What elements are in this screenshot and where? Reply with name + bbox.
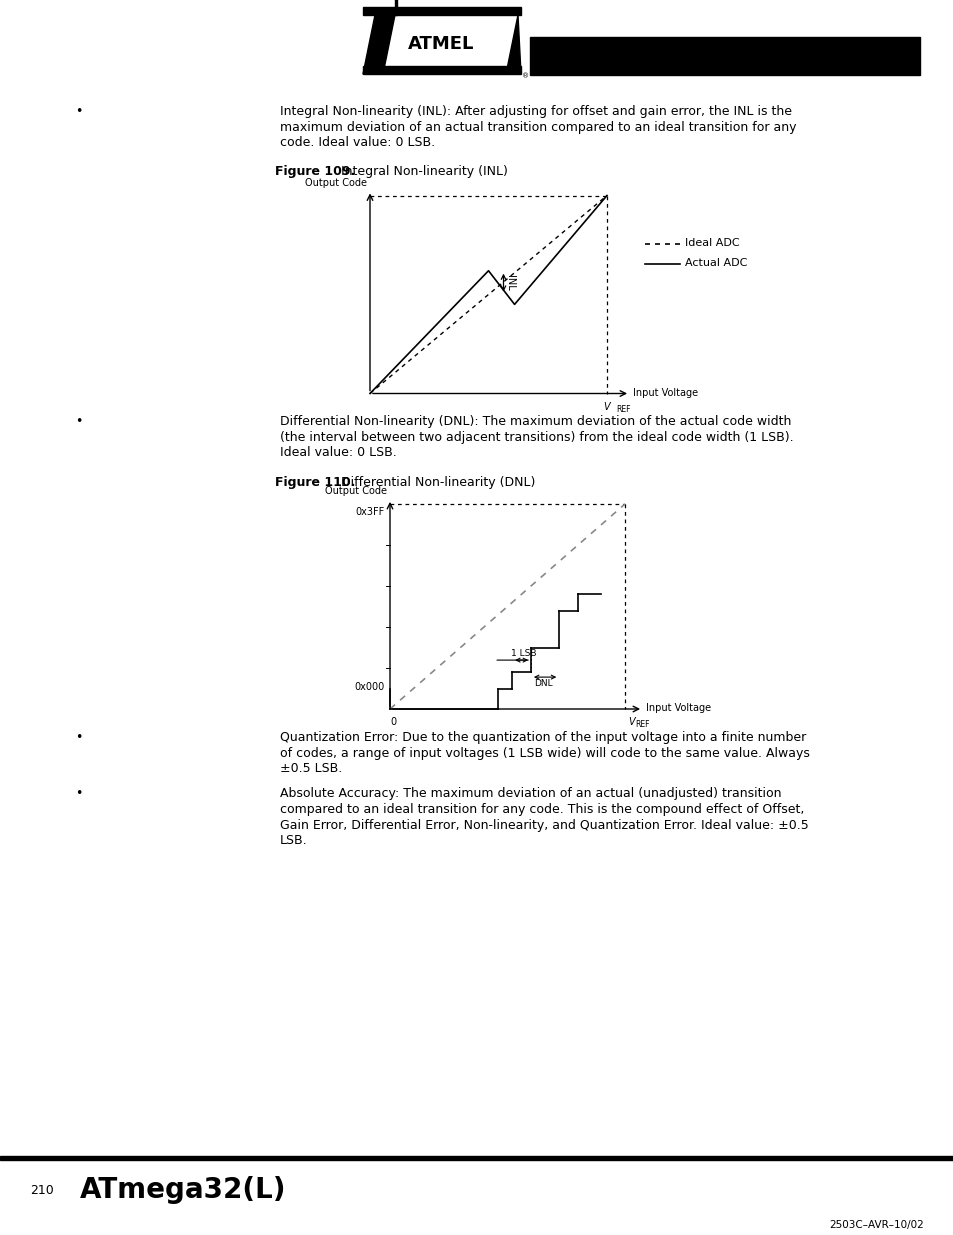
Text: compared to an ideal transition for any code. This is the compound effect of Off: compared to an ideal transition for any … [280, 803, 803, 816]
Text: 0x3FF: 0x3FF [355, 508, 385, 517]
Text: ®: ® [521, 73, 529, 79]
Text: •: • [75, 415, 82, 429]
Text: Quantization Error: Due to the quantization of the input voltage into a finite n: Quantization Error: Due to the quantizat… [280, 731, 805, 743]
Bar [363, 65, 520, 74]
Text: Ideal value: 0 LSB.: Ideal value: 0 LSB. [280, 447, 396, 459]
Text: REF: REF [616, 405, 630, 414]
Text: ATmega32(L): ATmega32(L) [80, 1176, 286, 1204]
Text: V: V [602, 401, 609, 411]
Text: 0: 0 [390, 718, 395, 727]
Text: Differential Non-linearity (DNL): Differential Non-linearity (DNL) [333, 475, 535, 489]
Text: LSB.: LSB. [280, 834, 307, 847]
Text: ATMEL: ATMEL [407, 35, 474, 53]
Text: Absolute Accuracy: The maximum deviation of an actual (unadjusted) transition: Absolute Accuracy: The maximum deviation… [280, 788, 781, 800]
Text: Input Voltage: Input Voltage [633, 388, 698, 398]
Text: REF: REF [635, 720, 649, 729]
Text: maximum deviation of an actual transition compared to an ideal transition for an: maximum deviation of an actual transitio… [280, 121, 796, 133]
Bar [363, 7, 520, 15]
Bar [395, 0, 396, 15]
Text: 0x000: 0x000 [355, 682, 385, 692]
Text: Gain Error, Differential Error, Non-linearity, and Quantization Error. Ideal val: Gain Error, Differential Error, Non-line… [280, 819, 808, 831]
Text: ±0.5 LSB.: ±0.5 LSB. [280, 762, 342, 776]
Text: V: V [627, 718, 634, 727]
Text: code. Ideal value: 0 LSB.: code. Ideal value: 0 LSB. [280, 136, 435, 149]
Text: Differential Non-linearity (DNL): The maximum deviation of the actual code width: Differential Non-linearity (DNL): The ma… [280, 415, 791, 429]
Text: Figure 109.: Figure 109. [274, 165, 355, 179]
Text: Actual ADC: Actual ADC [684, 258, 746, 268]
Bar [0, 1156, 953, 1160]
Text: •: • [75, 731, 82, 743]
Bar [530, 37, 919, 75]
Text: Output Code: Output Code [305, 178, 367, 188]
Text: •: • [75, 105, 82, 119]
Text: Output Code: Output Code [325, 487, 387, 496]
Text: Figure 110.: Figure 110. [274, 475, 355, 489]
Text: INL: INL [505, 274, 515, 290]
Text: Integral Non-linearity (INL): After adjusting for offset and gain error, the INL: Integral Non-linearity (INL): After adju… [280, 105, 791, 119]
Text: 1 LSB: 1 LSB [510, 650, 536, 658]
Text: 2503C–AVR–10/02: 2503C–AVR–10/02 [828, 1220, 923, 1230]
Text: 210: 210 [30, 1183, 53, 1197]
Text: DNL: DNL [534, 679, 552, 688]
Text: •: • [75, 788, 82, 800]
Text: Integral Non-linearity (INL): Integral Non-linearity (INL) [333, 165, 507, 179]
Text: (the interval between two adjacent transitions) from the ideal code width (1 LSB: (the interval between two adjacent trans… [280, 431, 793, 445]
Text: of codes, a range of input voltages (1 LSB wide) will code to the same value. Al: of codes, a range of input voltages (1 L… [280, 746, 809, 760]
Text: Input Voltage: Input Voltage [645, 703, 710, 713]
Polygon shape [505, 15, 520, 74]
Text: Ideal ADC: Ideal ADC [684, 238, 739, 248]
Polygon shape [363, 15, 395, 74]
